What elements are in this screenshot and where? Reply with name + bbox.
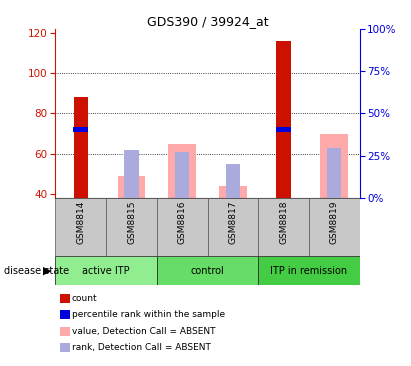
Text: ▶: ▶ [43, 266, 51, 276]
Bar [320, 134, 348, 198]
Text: GSM8819: GSM8819 [330, 201, 339, 244]
Bar [327, 147, 342, 198]
Bar [125, 150, 139, 198]
Text: active ITP: active ITP [82, 266, 130, 276]
Bar [175, 152, 189, 198]
Title: GDS390 / 39924_at: GDS390 / 39924_at [147, 15, 268, 28]
Bar [309, 198, 360, 256]
Text: value, Detection Call = ABSENT: value, Detection Call = ABSENT [72, 327, 215, 336]
Text: ITP in remission: ITP in remission [270, 266, 347, 276]
Text: percentile rank within the sample: percentile rank within the sample [72, 310, 225, 319]
Bar [157, 256, 258, 285]
Bar [55, 256, 157, 285]
Text: disease state: disease state [4, 266, 69, 276]
Text: GSM8817: GSM8817 [229, 201, 238, 244]
Bar [208, 198, 258, 256]
Bar [258, 256, 360, 285]
Bar [74, 97, 88, 198]
Bar [277, 41, 291, 198]
Bar [157, 198, 208, 256]
Bar [55, 198, 106, 256]
Bar [276, 127, 291, 132]
Text: count: count [72, 294, 97, 303]
Text: rank, Detection Call = ABSENT: rank, Detection Call = ABSENT [72, 343, 211, 352]
Text: GSM8815: GSM8815 [127, 201, 136, 244]
Bar [106, 198, 157, 256]
Bar [219, 186, 247, 198]
Bar [258, 198, 309, 256]
Text: GSM8818: GSM8818 [279, 201, 288, 244]
Bar [73, 127, 88, 132]
Bar [226, 164, 240, 198]
Text: GSM8816: GSM8816 [178, 201, 187, 244]
Bar [118, 176, 145, 198]
Bar [168, 143, 196, 198]
Text: GSM8814: GSM8814 [76, 201, 85, 244]
Text: control: control [191, 266, 224, 276]
